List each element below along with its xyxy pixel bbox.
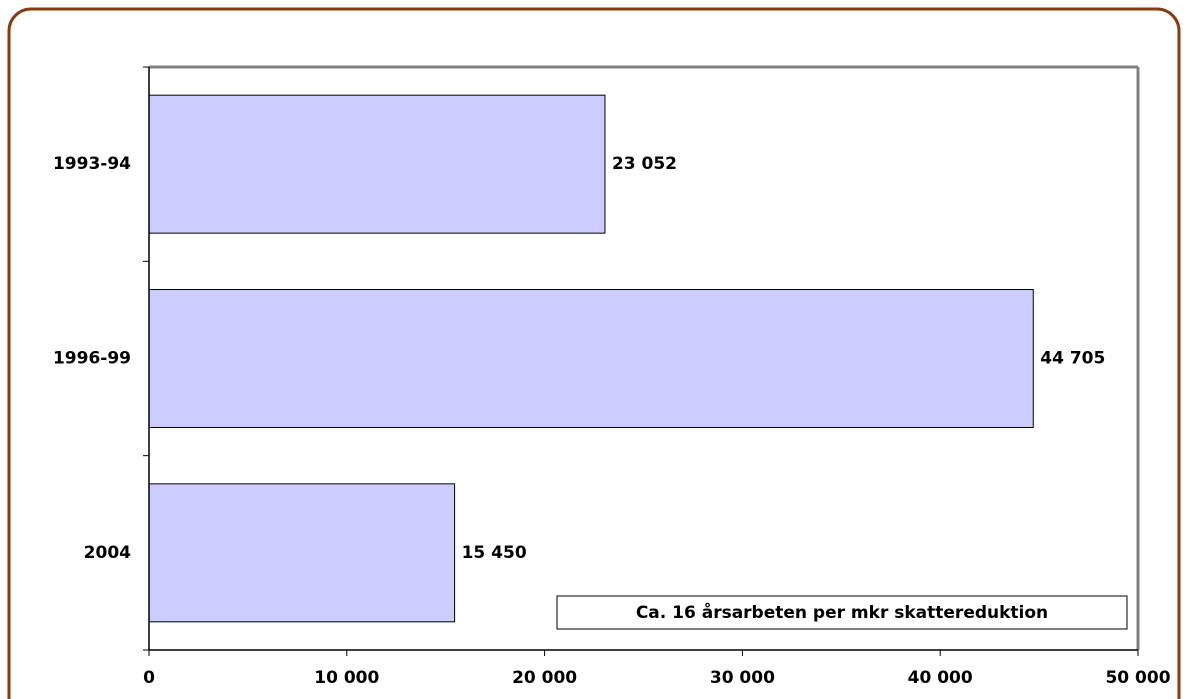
x-tick-label: 20 000: [512, 668, 577, 688]
x-tick-label: 50 000: [1105, 668, 1170, 688]
bar: [148, 483, 456, 623]
x-tick-label: 10 000: [314, 668, 379, 688]
y-tick-label: 1993-94: [53, 154, 131, 174]
data-label: 15 450: [462, 543, 527, 563]
y-tick-label: 2004: [84, 543, 131, 563]
data-label: 23 052: [612, 154, 677, 174]
bar: [148, 94, 606, 234]
data-label: 44 705: [1040, 349, 1105, 369]
annotation-box: [556, 595, 1128, 630]
x-tick-label: 40 000: [908, 668, 973, 688]
annotation: Ca. 16 årsarbeten per mkr skattereduktio…: [636, 601, 1048, 623]
x-tick-label: 0: [143, 668, 155, 688]
bar: [148, 289, 1034, 428]
x-tick-label: 30 000: [710, 668, 775, 688]
y-tick-label: 1996-99: [53, 349, 131, 369]
